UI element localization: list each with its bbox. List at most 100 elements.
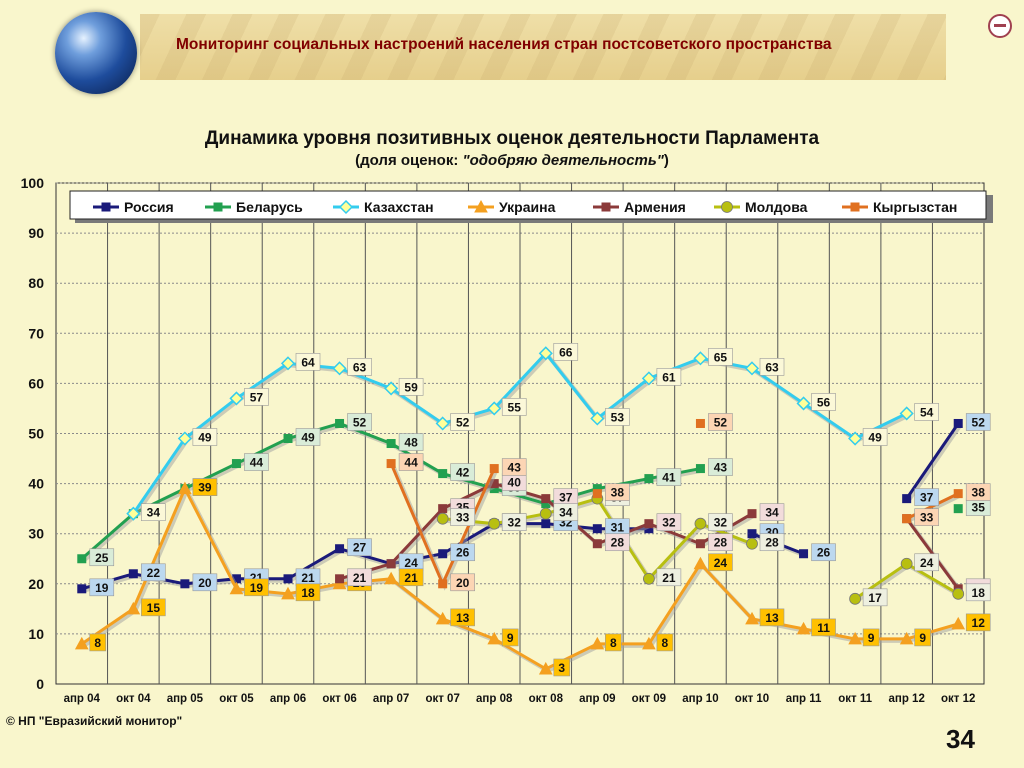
data-point [641,371,656,386]
banner-title: Мониторинг социальных настроений населен… [176,36,832,53]
data-point [438,549,448,559]
data-point [694,517,707,530]
data-point [644,474,654,484]
data-label-box [398,568,424,587]
data-point [953,418,963,428]
data-label-box [141,563,166,582]
data-point [642,636,656,650]
data-point [538,661,553,675]
data-label: 54 [920,405,934,419]
data-label-box [811,543,836,562]
data-label: 18 [301,586,315,600]
data-label-box [501,458,527,476]
data-label: 21 [404,571,418,585]
copyright-text: © НП "Евразийский монитор" [6,714,183,728]
data-point [281,586,295,600]
data-label-box [347,413,372,431]
data-point [338,199,354,215]
data-point [902,514,912,524]
data-label: 53 [611,410,625,424]
data-label-box [244,453,269,471]
x-tick-label: апр 04 [64,693,101,705]
data-label: 33 [456,511,470,525]
legend-label: Беларусь [236,199,303,215]
data-point [386,559,396,569]
data-point [848,631,862,645]
y-tick-label: 90 [28,225,44,241]
data-label-box [295,583,321,602]
data-label-box [759,533,785,552]
data-label: 8 [610,636,617,650]
data-point [488,517,501,530]
data-point [592,539,602,549]
data-point [231,459,241,469]
data-point [899,631,914,645]
data-label: 43 [714,461,728,475]
data-label-box [347,538,372,557]
data-label: 22 [147,566,161,580]
data-label: 44 [250,456,264,470]
x-tick-label: апр 07 [373,693,409,705]
data-label: 20 [456,576,470,590]
labels-Казахстан: 34 49 57 64 63 59 52 55 66 53 61 65 63 56 49 54 [141,343,939,521]
data-point [848,431,863,446]
data-point [590,636,605,650]
data-point [436,512,449,525]
data-label: 49 [301,431,315,445]
data-label-box [141,598,166,617]
logo-icon [988,14,1012,38]
data-point [177,431,192,446]
x-tick-label: апр 12 [888,693,924,705]
data-label: 40 [508,476,522,490]
data-point [180,579,190,589]
data-label-box [759,503,785,521]
data-label: 12 [972,616,986,630]
data-point [213,202,223,212]
data-label-box [244,388,269,406]
data-label: 31 [611,521,625,535]
series-Молдова [436,492,965,605]
data-point [332,576,347,590]
data-label-box [89,633,107,652]
data-label-box [862,628,880,647]
data-point [721,201,733,213]
data-point [695,539,705,549]
data-point [902,494,912,504]
data-label: 28 [714,536,728,550]
data-label-box [965,613,991,632]
data-label-box [192,428,218,446]
data-label-box [192,573,218,592]
x-tick-label: окт 05 [219,693,254,705]
data-label: 17 [868,591,882,605]
x-tick-label: апр 08 [476,693,513,705]
data-label: 27 [353,541,367,555]
data-label-box [965,483,991,501]
data-label-box [450,573,475,592]
data-point [850,202,860,212]
data-label: 35 [972,501,986,515]
data-point [283,574,293,584]
data-label: 52 [353,415,367,429]
data-point [126,506,141,521]
data-label: 52 [456,415,470,429]
data-label: 34 [765,506,779,520]
data-point [384,571,398,585]
series-line [905,422,960,500]
data-point [539,507,552,520]
x-tick-label: окт 04 [116,693,151,705]
data-label: 13 [765,611,779,625]
data-label-box [914,488,939,506]
labels-Молдова: 33323437213228172418 [450,488,991,607]
data-label-box [244,578,269,597]
x-tick-label: окт 07 [425,693,459,705]
data-point [953,489,963,499]
data-label: 48 [404,436,418,450]
data-label: 9 [507,631,514,645]
data-label: 26 [817,546,831,560]
data-label-box [605,483,630,501]
data-label: 19 [250,581,264,595]
data-label-box [450,413,475,431]
data-label: 63 [353,360,367,374]
data-label-box [708,458,733,476]
